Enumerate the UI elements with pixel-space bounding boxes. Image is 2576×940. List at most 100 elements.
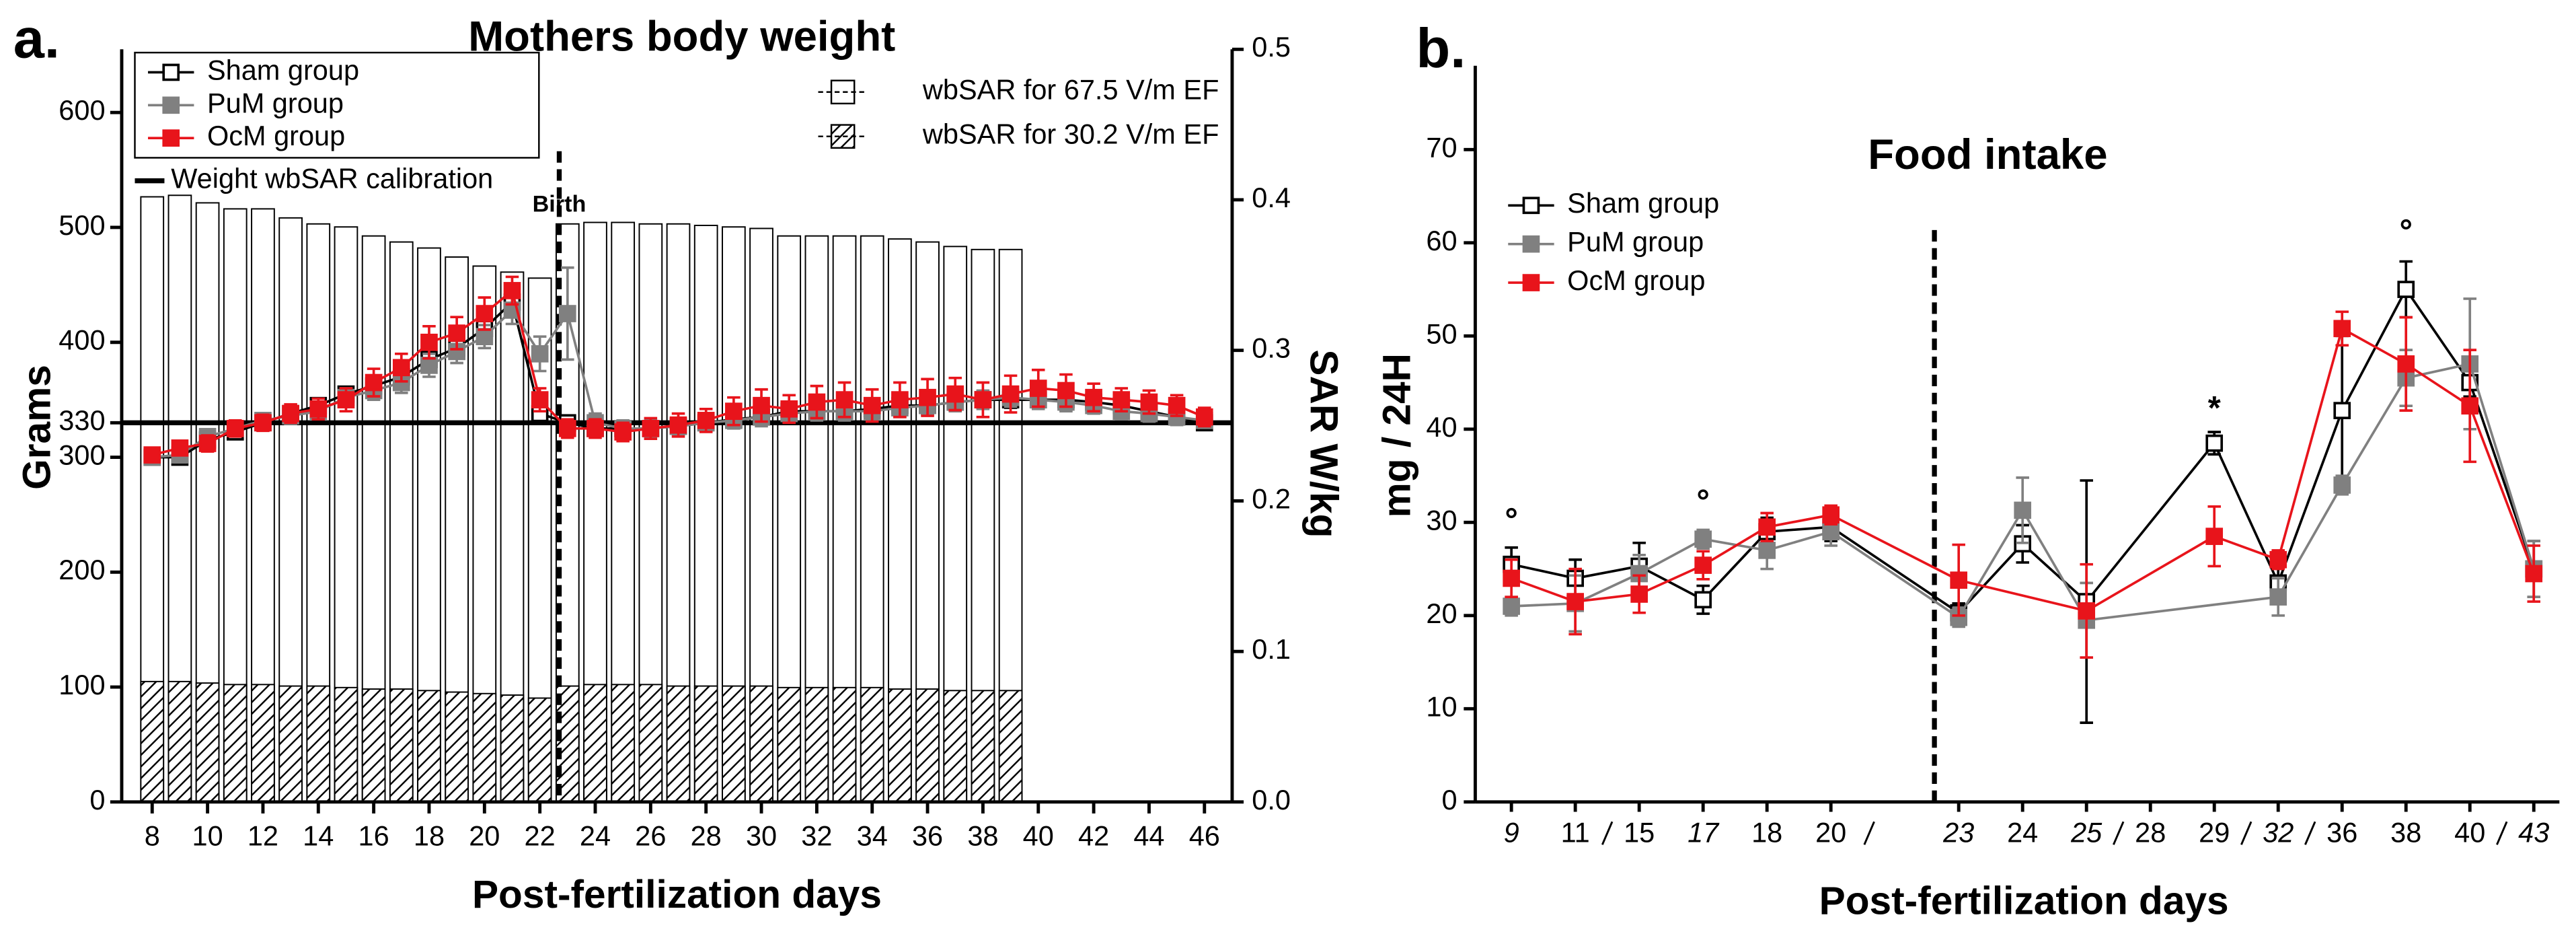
x-tick-label: 36 bbox=[2326, 817, 2357, 848]
x-tick-label: 24 bbox=[2007, 817, 2038, 848]
y-axis-label: mg / 24H bbox=[1375, 353, 1419, 517]
x-tick-label: 14 bbox=[303, 820, 334, 852]
bar bbox=[749, 685, 773, 803]
marker bbox=[162, 63, 180, 81]
marker bbox=[863, 396, 881, 414]
marker bbox=[143, 446, 161, 464]
x-tick-label: 12 bbox=[248, 820, 278, 852]
marker bbox=[531, 345, 549, 363]
marker bbox=[503, 282, 521, 299]
y-tick-label: 300 bbox=[59, 439, 105, 470]
annotation: ° bbox=[2399, 213, 2413, 250]
marker bbox=[1001, 385, 1020, 403]
y-tick-label: 40 bbox=[1426, 411, 1457, 443]
bar bbox=[915, 688, 940, 803]
marker bbox=[1503, 569, 1520, 587]
x-tick-label: 44 bbox=[1133, 820, 1164, 852]
x-tick-label: 24 bbox=[580, 820, 611, 852]
marker bbox=[946, 385, 964, 403]
marker bbox=[559, 305, 576, 322]
x-tick-label: 42 bbox=[1078, 820, 1109, 852]
bar bbox=[527, 697, 552, 803]
bar bbox=[500, 694, 525, 803]
annotation: Birth bbox=[533, 191, 586, 217]
series-line bbox=[1511, 326, 2535, 612]
axis-break bbox=[1863, 821, 1875, 845]
marker bbox=[1522, 274, 1540, 291]
bar bbox=[888, 688, 912, 803]
marker bbox=[1758, 518, 1776, 536]
marker bbox=[254, 414, 272, 432]
legend-label: wbSAR for 67.5 V/m EF bbox=[922, 74, 1219, 106]
x-tick-label: 10 bbox=[192, 820, 223, 852]
marker bbox=[2269, 588, 2287, 606]
x-axis-label: Post-fertilization days bbox=[1819, 879, 2229, 923]
x-tick-label: 46 bbox=[1189, 820, 1220, 852]
marker bbox=[1503, 598, 1520, 615]
bar bbox=[334, 686, 358, 803]
x-tick-label: 28 bbox=[2135, 817, 2166, 848]
bar bbox=[611, 684, 636, 803]
bar bbox=[998, 690, 1023, 803]
marker bbox=[162, 96, 180, 114]
annotation: ° bbox=[1696, 484, 1710, 520]
bar bbox=[638, 684, 663, 803]
panel-label: b. bbox=[1416, 17, 1466, 79]
marker bbox=[1522, 235, 1540, 253]
bar bbox=[417, 690, 441, 803]
y-tick-label: 100 bbox=[59, 669, 105, 700]
legend-box bbox=[134, 51, 540, 159]
y-tick-label: 330 bbox=[59, 404, 105, 436]
legend-label: Weight wbSAR calibration bbox=[171, 163, 493, 194]
bar bbox=[722, 685, 746, 803]
bar bbox=[666, 685, 691, 803]
x-tick-label: 25 bbox=[2070, 817, 2103, 848]
series-line bbox=[1511, 287, 2535, 615]
y-tick-label: 0 bbox=[1441, 784, 1457, 816]
y-tick-label: 70 bbox=[1426, 131, 1457, 163]
marker bbox=[2333, 320, 2351, 338]
marker bbox=[835, 391, 854, 408]
marker bbox=[171, 439, 189, 457]
x-axis-label: Post-fertilization days bbox=[472, 873, 882, 916]
bar bbox=[860, 686, 884, 803]
x-tick-label: 36 bbox=[912, 820, 943, 852]
marker bbox=[919, 388, 936, 406]
marker bbox=[780, 400, 798, 418]
x-tick-label: 17 bbox=[1688, 817, 1720, 848]
marker bbox=[559, 420, 576, 437]
marker bbox=[1112, 391, 1131, 408]
x-tick-label: 29 bbox=[2199, 817, 2230, 848]
marker bbox=[162, 129, 180, 147]
marker bbox=[891, 391, 909, 408]
y2-tick-label: 0.3 bbox=[1252, 332, 1291, 364]
marker bbox=[725, 402, 743, 421]
panel-label: a. bbox=[13, 7, 60, 69]
y-tick-label: 0 bbox=[89, 784, 105, 816]
bar bbox=[943, 690, 968, 803]
marker bbox=[697, 412, 715, 429]
marker bbox=[2078, 602, 2096, 620]
x-tick-label: 15 bbox=[1624, 817, 1655, 848]
y2-tick-label: 0.1 bbox=[1252, 633, 1291, 665]
marker bbox=[669, 416, 687, 434]
x-tick-label: 18 bbox=[414, 820, 445, 852]
marker bbox=[1522, 196, 1540, 215]
x-tick-label: 20 bbox=[1815, 817, 1846, 848]
x-tick-label: 8 bbox=[145, 820, 160, 852]
bar bbox=[777, 686, 802, 803]
bar bbox=[583, 684, 607, 803]
y-tick-label: 30 bbox=[1426, 504, 1457, 536]
marker bbox=[642, 420, 660, 437]
axis-break bbox=[2240, 821, 2252, 845]
marker bbox=[2269, 550, 2287, 569]
bar bbox=[195, 682, 220, 803]
legend-label: Sham group bbox=[1567, 187, 1719, 219]
legend-swatch bbox=[830, 79, 856, 105]
x-tick-label: 38 bbox=[967, 820, 998, 852]
x-tick-label: 22 bbox=[525, 820, 556, 852]
marker bbox=[420, 357, 438, 374]
x-tick-label: 32 bbox=[2263, 817, 2294, 848]
x-tick-label: 26 bbox=[635, 820, 666, 852]
